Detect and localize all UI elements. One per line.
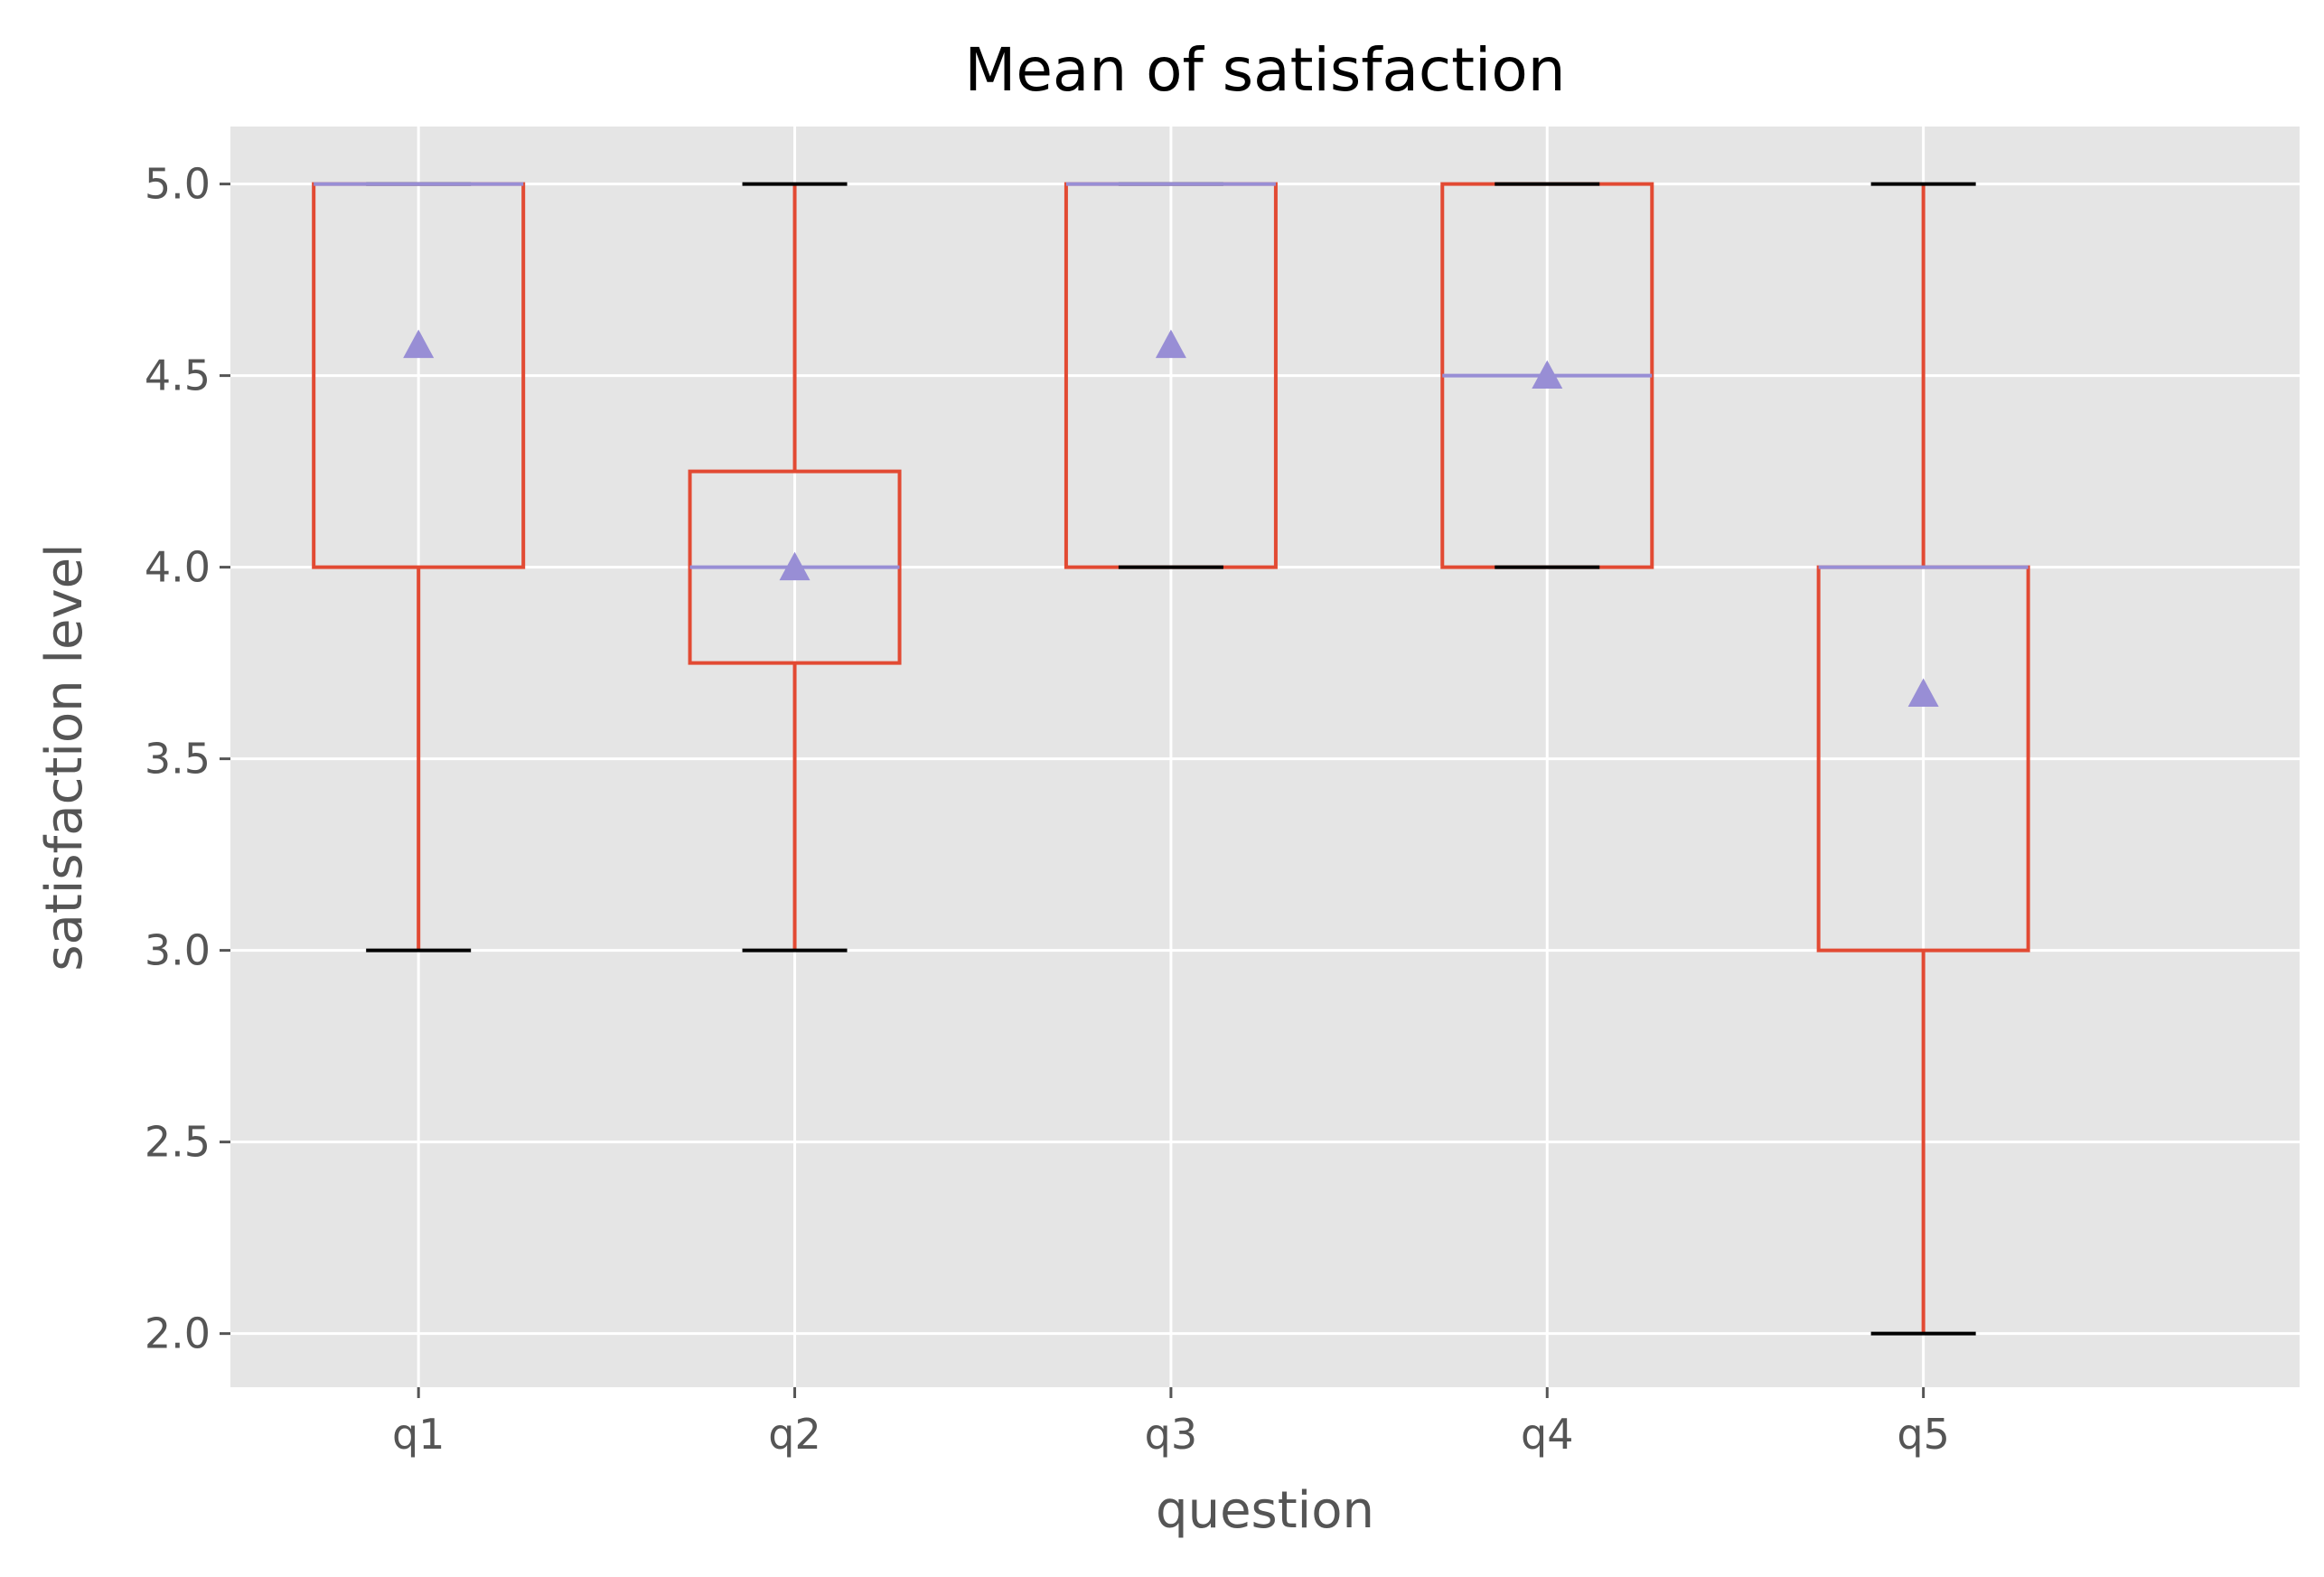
- axis-ticks: 2.0 2.5 3.0 3.5 4.0 4.5 5.0 q1 q2 q3 q4 q5: [145, 160, 1950, 1459]
- mean-marker: [779, 551, 811, 581]
- mean-marker: [1907, 678, 1939, 707]
- y-tick-label: 3.5: [145, 735, 211, 784]
- y-axis-label: satisfaction level: [35, 543, 94, 971]
- y-tick-label: 2.0: [145, 1309, 211, 1358]
- y-tick-label: 4.5: [145, 352, 211, 400]
- x-tick-label: q5: [1897, 1410, 1949, 1459]
- mean-marker: [1155, 329, 1186, 359]
- y-tick-label: 3.0: [145, 926, 211, 975]
- box-group-q3: [1064, 182, 1278, 569]
- x-tick-label: q4: [1521, 1410, 1573, 1459]
- mean-marker: [403, 329, 435, 359]
- mean-marker: [1532, 360, 1563, 390]
- x-tick-label: q2: [768, 1410, 820, 1459]
- x-tick-label: q1: [392, 1410, 445, 1459]
- box-group-q1: [312, 182, 526, 953]
- plot-area-background: [230, 127, 2300, 1387]
- chart-title: Mean of satisfaction: [964, 35, 1565, 105]
- y-tick-label: 2.5: [145, 1118, 211, 1167]
- x-axis-label: question: [1156, 1481, 1374, 1540]
- box-group-q2: [688, 182, 902, 953]
- box-group-q4: [1440, 182, 1654, 569]
- box-group-q5: [1816, 182, 2030, 1336]
- box-series: [312, 182, 2030, 1336]
- y-tick-label: 4.0: [145, 543, 211, 592]
- y-tick-label: 5.0: [145, 160, 211, 209]
- x-tick-label: q3: [1145, 1410, 1197, 1459]
